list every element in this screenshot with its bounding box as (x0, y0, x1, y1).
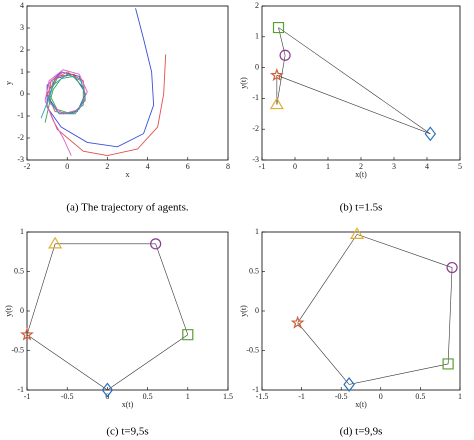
axes-frame (26, 5, 229, 161)
y-tick-label: 0 (255, 62, 259, 71)
axes-frame (26, 231, 229, 391)
caption: (b) t=1.5s (340, 202, 383, 214)
x-tick-label: 2 (359, 162, 363, 171)
y-tick-label: -1 (17, 385, 24, 394)
y-tick-label: 1 (255, 32, 259, 41)
x-tick-label: 1 (186, 392, 190, 401)
x-tick-label: 1 (326, 162, 330, 171)
y-tick-label: 4 (20, 1, 24, 10)
link-line (297, 234, 358, 324)
trajectory (44, 75, 84, 123)
x-axis-label: x(t) (122, 400, 134, 409)
link-line (107, 334, 188, 391)
y-tick-label: -2 (17, 133, 24, 142)
x-tick-label: 0 (379, 392, 383, 401)
x-tick-label: 2 (105, 162, 109, 171)
x-axis-label: x(t) (355, 400, 367, 409)
x-tick-label: -1.5 (256, 392, 269, 401)
y-tick-label: 0 (20, 89, 24, 98)
x-tick-label: -1 (259, 162, 266, 171)
agent-marker (150, 238, 162, 250)
x-tick-label: -1 (24, 392, 31, 401)
caption: (c) t=9,5s (106, 426, 148, 438)
y-tick-label: -3 (17, 155, 24, 164)
trajectory (40, 73, 86, 119)
y-axis-label: y (4, 81, 13, 85)
x-tick-label: 0.5 (415, 392, 425, 401)
x-tick-label: 8 (226, 162, 230, 171)
link-line (26, 334, 108, 391)
y-tick-label: 2 (20, 45, 24, 54)
axes-frame (261, 5, 461, 161)
y-tick-label: -3 (252, 155, 259, 164)
y-tick-label: 1 (255, 227, 259, 236)
caption: (a) The trajectory of agents. (66, 202, 189, 214)
link-line (26, 243, 56, 335)
link-line (276, 75, 431, 135)
agent-marker (290, 315, 305, 329)
y-tick-label: 2 (255, 1, 259, 10)
link-line (349, 363, 449, 385)
link-line (356, 234, 453, 268)
agent-marker (20, 327, 34, 341)
x-axis-label: x(t) (355, 170, 367, 179)
y-tick-label: 1 (20, 227, 24, 236)
agent-marker (48, 236, 63, 249)
y-axis-label: y(t) (4, 305, 13, 317)
x-tick-label: 3 (392, 162, 396, 171)
y-axis-label: y(t) (239, 77, 248, 89)
agent-marker (343, 376, 355, 392)
agent-marker (446, 262, 458, 274)
y-tick-label: -1 (252, 93, 259, 102)
agent-marker (272, 21, 285, 34)
link-line (276, 55, 286, 105)
y-tick-label: -1 (252, 385, 259, 394)
agent-marker (269, 68, 284, 82)
trajectory (44, 69, 88, 156)
x-tick-label: 0 (293, 162, 297, 171)
y-axis-label: y(t) (239, 305, 248, 317)
agent-marker (182, 329, 194, 341)
x-tick-label: 0.5 (143, 392, 153, 401)
x-tick-label: 4 (146, 162, 150, 171)
y-tick-label: 1 (20, 67, 24, 76)
x-tick-label: 5 (458, 162, 462, 171)
x-tick-label: -1 (298, 392, 305, 401)
x-tick-label: -2 (24, 162, 31, 171)
agent-marker (424, 126, 437, 142)
agent-marker (442, 358, 454, 370)
x-tick-label: -0.5 (61, 392, 74, 401)
y-tick-label: 3 (20, 23, 24, 32)
y-tick-label: 0 (20, 306, 24, 315)
y-tick-label: -2 (252, 124, 259, 133)
x-tick-label: 0 (65, 162, 69, 171)
link-line (278, 27, 431, 135)
x-tick-label: 1 (458, 392, 462, 401)
x-axis-label: x (126, 170, 130, 179)
caption: (d) t=9,9s (340, 426, 383, 438)
y-tick-label: -1 (17, 111, 24, 120)
y-tick-label: -0.5 (246, 345, 259, 354)
agent-marker (349, 227, 365, 239)
agent-marker (101, 382, 114, 398)
x-tick-label: -0.5 (335, 392, 348, 401)
link-line (297, 322, 350, 385)
axes-frame (261, 231, 461, 391)
x-tick-label: 4 (425, 162, 429, 171)
x-tick-label: 1.5 (223, 392, 233, 401)
y-tick-label: 0 (255, 306, 259, 315)
y-tick-label: 0.5 (249, 266, 259, 275)
link-line (447, 267, 453, 364)
x-tick-label: 6 (186, 162, 190, 171)
link-line (155, 243, 189, 335)
y-tick-label: 0.5 (14, 266, 24, 275)
agent-marker (269, 97, 284, 110)
agent-marker (279, 49, 291, 61)
y-tick-label: -0.5 (11, 345, 24, 354)
